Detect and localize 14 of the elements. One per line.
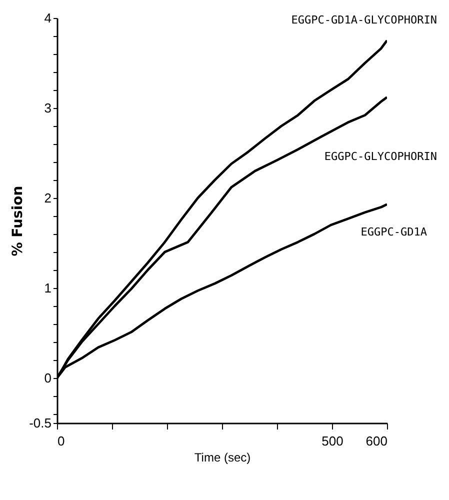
y-tick-label: 0 [44, 370, 52, 386]
y-tick-label: 3 [44, 100, 52, 116]
y-tick-label: -0.5 [29, 416, 52, 430]
y-tick-label: 4 [44, 10, 52, 26]
x-tick-label: 500 [322, 434, 344, 448]
x-tick-label: 600 [366, 434, 388, 448]
x-tick-label: 0 [58, 434, 65, 448]
series-label: EGGPC-GD1A [360, 225, 428, 238]
y-axis-title: % Fusion [10, 186, 26, 256]
y-tick-label: 2 [44, 190, 52, 206]
y-tick-label: 1 [44, 280, 52, 296]
x-axis-title: Time (sec) [194, 450, 251, 464]
text: EGGPC-GD1A-GLYCOPHORIN [291, 14, 437, 26]
series-label: EGGPC-GLYCOPHORIN [324, 150, 437, 164]
